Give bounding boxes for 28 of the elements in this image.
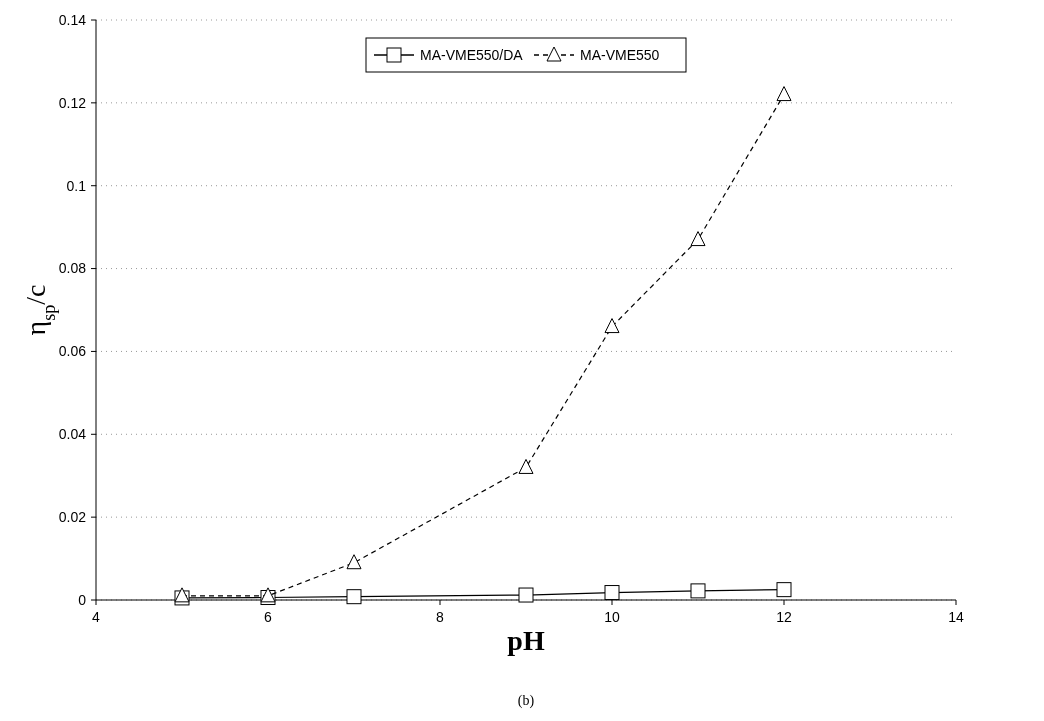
- point: [518, 458, 534, 474]
- x-tick-label: 14: [948, 609, 964, 625]
- point: [690, 583, 706, 599]
- point: [346, 589, 362, 605]
- y-tick-label: 0.04: [58, 426, 87, 443]
- x-tick-label: 8: [436, 609, 445, 625]
- point: [604, 585, 620, 601]
- point: [776, 86, 792, 102]
- x-tick-label: 10: [604, 609, 620, 625]
- y-tick-label: 0.14: [58, 11, 87, 28]
- x-tick-label: 6: [264, 609, 273, 625]
- y-tick-label: 0.08: [58, 260, 87, 277]
- y-tick-label: 0.1: [66, 177, 87, 194]
- y-tick-label: 0.06: [58, 343, 87, 360]
- x-tick-label: 12: [776, 609, 792, 625]
- x-tick-label: 4: [92, 609, 101, 625]
- point: [776, 582, 792, 598]
- x-axis-title: pH: [507, 625, 545, 656]
- point: [346, 554, 362, 570]
- legend-label: MA-VME550: [580, 46, 660, 63]
- y-tick-label: 0.12: [58, 94, 87, 111]
- point: [518, 587, 534, 603]
- legend-label: MA-VME550/DA: [420, 46, 524, 63]
- y-tick-label: 0.02: [58, 509, 87, 526]
- y-tick-label: 0: [78, 591, 87, 608]
- point: [690, 231, 706, 247]
- text: (b): [517, 693, 535, 709]
- point: [604, 318, 620, 334]
